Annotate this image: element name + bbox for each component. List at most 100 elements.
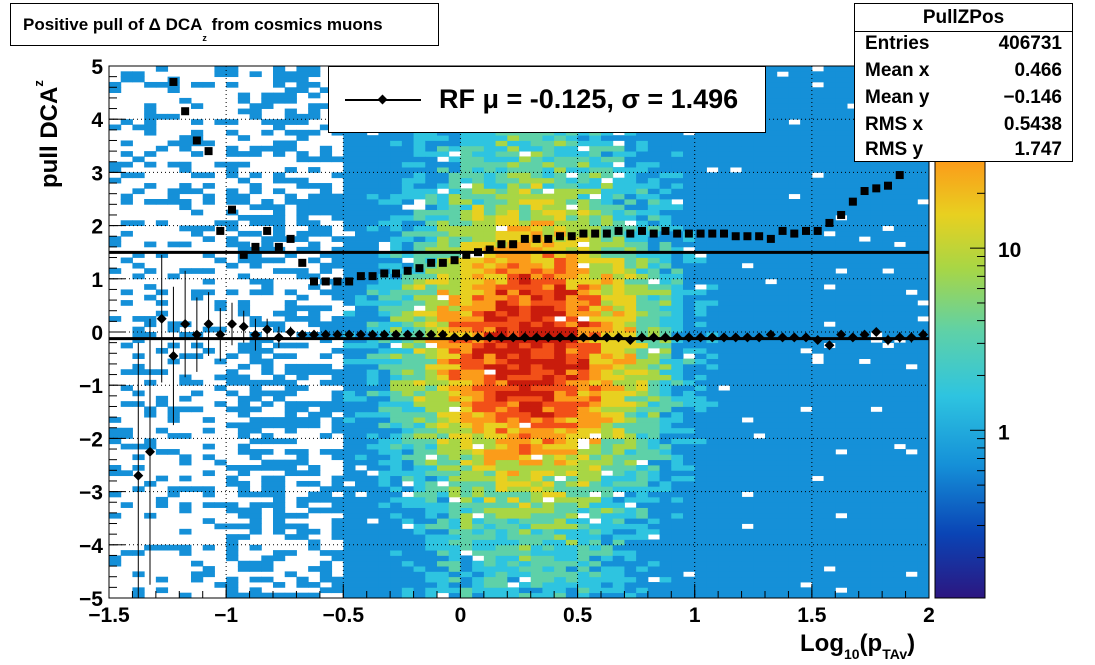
heatmap-cell: [366, 539, 379, 546]
heatmap-cell: [554, 427, 567, 434]
heatmap-cell: [507, 465, 520, 471]
heatmap-cell: [659, 518, 672, 524]
heatmap-cell: [437, 422, 450, 429]
heatmap-cell: [800, 555, 813, 562]
heatmap-cell: [776, 310, 789, 317]
heatmap-cell: [612, 246, 625, 253]
heatmap-cell: [729, 374, 743, 381]
heatmap-cell: [202, 81, 215, 88]
heatmap-cell: [847, 539, 860, 546]
heatmap-cell: [671, 145, 684, 152]
heatmap-cell: [296, 316, 309, 322]
heatmap-cell: [237, 401, 251, 407]
heatmap-cell: [495, 560, 508, 567]
heatmap-cell: [507, 379, 520, 386]
heatmap-cell: [437, 230, 450, 237]
heatmap-cell: [847, 523, 860, 530]
heatmap-cell: [413, 512, 426, 519]
heatmap-cell: [776, 342, 789, 349]
heatmap-cell: [847, 459, 860, 466]
heatmap-cell: [472, 140, 485, 147]
heatmap-cell: [659, 140, 672, 147]
heatmap-cell: [413, 363, 426, 370]
heatmap-cell: [565, 358, 579, 365]
heatmap-cell: [542, 390, 555, 397]
heatmap-cell: [519, 395, 532, 402]
heatmap-cell: [612, 369, 625, 375]
heatmap-cell: [706, 528, 719, 535]
heatmap-cell: [835, 417, 848, 423]
heatmap-cell: [823, 108, 836, 115]
heatmap-cell: [776, 92, 789, 99]
heatmap-cell: [413, 544, 426, 551]
heatmap-cell: [542, 257, 555, 264]
heatmap-cell: [823, 135, 836, 141]
heatmap-cell: [261, 236, 274, 242]
heatmap-cell: [202, 183, 215, 189]
heatmap-cell: [729, 246, 743, 253]
heatmap-cell: [776, 246, 789, 253]
heatmap-cell: [413, 433, 426, 439]
heatmap-cell: [507, 188, 520, 195]
heatmap-cell: [554, 470, 567, 477]
heatmap-cell: [437, 167, 450, 173]
heatmap-cell: [729, 273, 743, 280]
heatmap-cell: [636, 193, 649, 200]
heatmap-cell: [671, 379, 684, 386]
heatmap-cell: [542, 411, 555, 418]
heatmap-cell: [542, 571, 555, 578]
heatmap-cell: [109, 316, 122, 322]
heatmap-cell: [624, 443, 637, 450]
heatmap-cell: [425, 534, 438, 540]
heatmap-cell: [284, 512, 297, 519]
heatmap-cell: [448, 491, 461, 498]
heatmap-cell: [554, 417, 567, 423]
heatmap-cell: [694, 369, 707, 375]
heatmap-cell: [401, 230, 415, 237]
heatmap-cell: [109, 491, 122, 498]
heatmap-cell: [811, 305, 825, 312]
heatmap-cell: [811, 268, 825, 274]
heatmap-cell: [847, 172, 860, 179]
heatmap-cell: [437, 161, 450, 168]
heatmap-cell: [858, 555, 871, 562]
heatmap-cell: [823, 273, 836, 280]
heatmap-cell: [226, 236, 239, 242]
heatmap-cell: [659, 246, 672, 253]
heatmap-cell: [378, 470, 391, 477]
heatmap-cell: [343, 172, 356, 179]
heatmap-cell: [776, 422, 789, 429]
heatmap-cell: [554, 151, 567, 157]
heatmap-cell: [741, 411, 754, 418]
heatmap-cell: [226, 422, 239, 429]
heatmap-cell: [390, 135, 403, 141]
heatmap-cell: [495, 294, 508, 301]
heatmap-cell: [425, 214, 438, 221]
heatmap-cell: [378, 177, 391, 184]
heatmap-cell: [530, 326, 543, 333]
heatmap-cell: [237, 534, 251, 540]
heatmap-cell: [659, 390, 672, 397]
heatmap-cell: [542, 438, 555, 445]
heatmap-cell: [706, 571, 719, 578]
heatmap-cell: [519, 193, 532, 200]
heatmap-cell: [495, 491, 508, 498]
heatmap-cell: [390, 544, 403, 551]
heatmap-cell: [331, 156, 344, 163]
heatmap-cell: [636, 145, 649, 152]
heatmap-cell: [460, 518, 473, 524]
heatmap-cell: [788, 113, 801, 120]
heatmap-cell: [647, 539, 661, 546]
heatmap-cell: [261, 401, 274, 407]
heatmap-cell: [718, 316, 731, 322]
heatmap-cell: [167, 491, 180, 498]
heatmap-cell: [530, 214, 543, 221]
heatmap-cell: [800, 496, 813, 503]
heatmap-cell: [718, 449, 731, 455]
heatmap-cell: [237, 97, 251, 104]
heatmap-cell: [343, 225, 356, 232]
heatmap-cell: [319, 268, 333, 274]
heatmap-cell: [437, 310, 450, 317]
heatmap-cell: [132, 124, 145, 131]
heatmap-cell: [425, 491, 438, 498]
